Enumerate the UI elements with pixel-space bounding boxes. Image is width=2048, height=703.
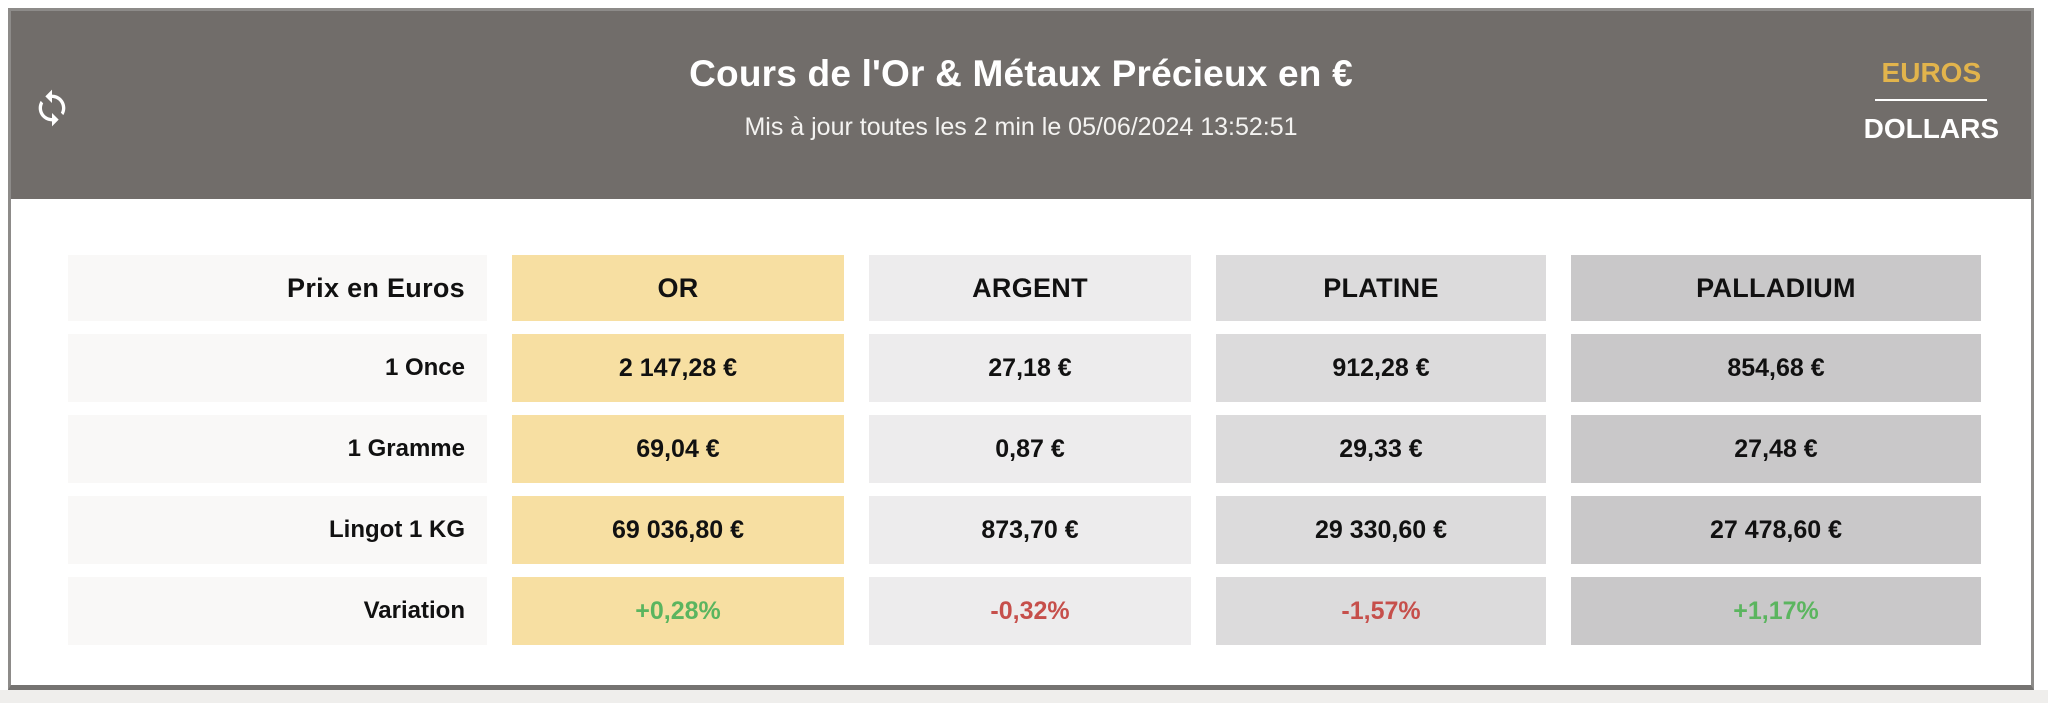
table-row-gramme: 1 Gramme 69,04 € 0,87 € 29,33 € 27,48 € — [68, 415, 2031, 483]
table-row-lingot: Lingot 1 KG 69 036,80 € 873,70 € 29 330,… — [68, 496, 2031, 564]
widget-header: Cours de l'Or & Métaux Précieux en € Mis… — [11, 11, 2031, 199]
refresh-icon — [32, 88, 72, 128]
price-cell-argent-gramme: 0,87 € — [869, 415, 1191, 483]
price-cell-platine-lingot: 29 330,60 € — [1216, 496, 1546, 564]
page-title: Cours de l'Or & Métaux Précieux en € — [689, 53, 1353, 94]
row-label: Variation — [68, 577, 487, 645]
header-titles: Cours de l'Or & Métaux Précieux en € Mis… — [11, 11, 2031, 142]
variation-cell-argent: -0,32% — [869, 577, 1191, 645]
row-label: Lingot 1 KG — [68, 496, 487, 564]
price-cell-or-lingot: 69 036,80 € — [512, 496, 844, 564]
price-cell-platine-gramme: 29,33 € — [1216, 415, 1546, 483]
column-header-palladium: PALLADIUM — [1571, 255, 1981, 321]
table-row-once: 1 Once 2 147,28 € 27,18 € 912,28 € 854,6… — [68, 334, 2031, 402]
price-cell-palladium-gramme: 27,48 € — [1571, 415, 1981, 483]
price-cell-or-gramme: 69,04 € — [512, 415, 844, 483]
variation-cell-or: +0,28% — [512, 577, 844, 645]
currency-option-dollars[interactable]: DOLLARS — [1863, 113, 1999, 144]
price-cell-platine-once: 912,28 € — [1216, 334, 1546, 402]
column-header-platine: PLATINE — [1216, 255, 1546, 321]
currency-toggle: EUROS DOLLARS — [1860, 57, 2003, 145]
price-cell-or-once: 2 147,28 € — [512, 334, 844, 402]
column-header-or: OR — [512, 255, 844, 321]
table-row-variation: Variation +0,28% -0,32% -1,57% +1,17% — [68, 577, 2031, 645]
currency-toggle-divider — [1875, 99, 1988, 101]
variation-cell-platine: -1,57% — [1216, 577, 1546, 645]
table-header-row: Prix en Euros OR ARGENT PLATINE PALLADIU… — [68, 255, 2031, 321]
currency-option-euros[interactable]: EUROS — [1881, 57, 1982, 88]
column-header-argent: ARGENT — [869, 255, 1191, 321]
price-cell-argent-lingot: 873,70 € — [869, 496, 1191, 564]
row-label: 1 Gramme — [68, 415, 487, 483]
price-table: Prix en Euros OR ARGENT PLATINE PALLADIU… — [11, 199, 2031, 645]
price-cell-argent-once: 27,18 € — [869, 334, 1191, 402]
corner-header-cell: Prix en Euros — [68, 255, 487, 321]
row-label: 1 Once — [68, 334, 487, 402]
last-updated-text: Mis à jour toutes les 2 min le 05/06/202… — [744, 113, 1298, 141]
refresh-button[interactable] — [31, 87, 73, 129]
price-cell-palladium-once: 854,68 € — [1571, 334, 1981, 402]
price-cell-palladium-lingot: 27 478,60 € — [1571, 496, 1981, 564]
gold-price-widget: Cours de l'Or & Métaux Précieux en € Mis… — [8, 8, 2034, 690]
variation-cell-palladium: +1,17% — [1571, 577, 1981, 645]
